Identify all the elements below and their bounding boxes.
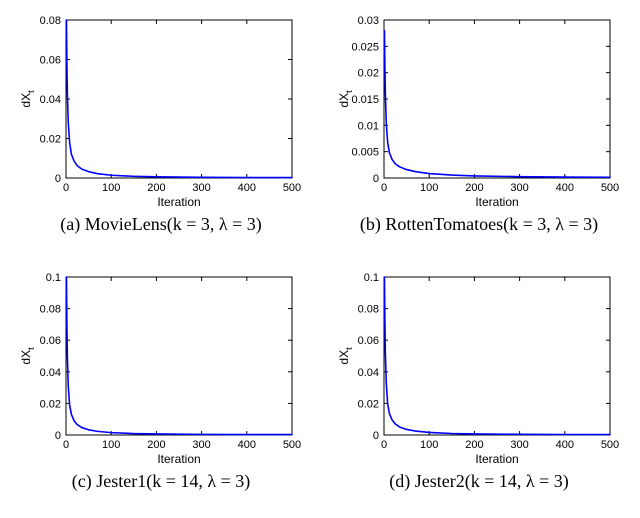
xlabel: Iteration: [475, 452, 518, 465]
svg-text:0.1: 0.1: [364, 272, 379, 284]
svg-text:0.1: 0.1: [46, 272, 61, 284]
svg-text:100: 100: [102, 439, 120, 451]
svg-text:400: 400: [238, 182, 256, 194]
svg-text:0.04: 0.04: [40, 367, 61, 379]
chart-d: 0 100 200 300 400 500 0 0.02 0.04 0.06 0.08 0.1 Iter…: [334, 265, 624, 465]
svg-text:0.06: 0.06: [358, 335, 379, 347]
svg-text:0: 0: [373, 430, 379, 442]
svg-text:0.08: 0.08: [40, 304, 61, 316]
xlabel: Iteration: [475, 195, 518, 208]
svg-text:0.08: 0.08: [40, 15, 61, 27]
panel-d: 0 100 200 300 400 500 0 0.02 0.04 0.06 0.08 0.1 Iter…: [322, 265, 636, 510]
svg-text:0.02: 0.02: [358, 398, 379, 410]
svg-text:0.08: 0.08: [358, 304, 379, 316]
svg-text:400: 400: [238, 439, 256, 451]
svg-text:0.015: 0.015: [351, 94, 379, 106]
svg-text:0: 0: [381, 182, 387, 194]
svg-text:500: 500: [283, 439, 301, 451]
caption-d: (d) Jester2(k = 14, λ = 3): [389, 471, 569, 492]
svg-text:0.02: 0.02: [40, 398, 61, 410]
xlabel: Iteration: [157, 452, 200, 465]
caption-c: (c) Jester1(k = 14, λ = 3): [72, 471, 250, 492]
panel-c: 0 100 200 300 400 500 0 0.02 0.04 0.06 0.08 0.1 Iter…: [4, 265, 318, 510]
svg-text:200: 200: [465, 182, 483, 194]
svg-text:0.03: 0.03: [358, 15, 379, 27]
svg-text:0: 0: [63, 182, 69, 194]
svg-text:200: 200: [465, 439, 483, 451]
svg-text:100: 100: [420, 182, 438, 194]
svg-text:0.04: 0.04: [40, 94, 61, 106]
ylabel: dXt: [19, 90, 36, 108]
svg-text:0.06: 0.06: [40, 335, 61, 347]
svg-text:100: 100: [420, 439, 438, 451]
ylabel: dXt: [337, 347, 354, 365]
figure-grid: 0 100 200 300 400 500 0 0.02 0.04 0.06 0.08 Iterati…: [0, 0, 640, 518]
svg-text:300: 300: [192, 182, 210, 194]
chart-b: 0 100 200 300 400 500 0 0.005 0.01 0.015 0.02 0.025…: [334, 8, 624, 208]
svg-text:0: 0: [55, 173, 61, 185]
svg-text:500: 500: [283, 182, 301, 194]
svg-text:0.025: 0.025: [351, 41, 379, 53]
svg-text:0.005: 0.005: [351, 147, 379, 159]
svg-text:400: 400: [556, 439, 574, 451]
chart-c: 0 100 200 300 400 500 0 0.02 0.04 0.06 0.08 0.1 Iter…: [16, 265, 306, 465]
svg-text:0.06: 0.06: [40, 55, 61, 67]
svg-text:0.02: 0.02: [358, 68, 379, 80]
svg-text:100: 100: [102, 182, 120, 194]
svg-text:0.02: 0.02: [40, 134, 61, 146]
panel-a: 0 100 200 300 400 500 0 0.02 0.04 0.06 0.08 Iterati…: [4, 8, 318, 253]
ylabel: dXt: [19, 347, 36, 365]
panel-b: 0 100 200 300 400 500 0 0.005 0.01 0.015 0.02 0.025…: [322, 8, 636, 253]
chart-a: 0 100 200 300 400 500 0 0.02 0.04 0.06 0.08 Iterati…: [16, 8, 306, 208]
svg-text:0: 0: [63, 439, 69, 451]
svg-text:0.01: 0.01: [358, 120, 379, 132]
svg-text:200: 200: [147, 439, 165, 451]
xlabel: Iteration: [157, 195, 200, 208]
svg-text:200: 200: [147, 182, 165, 194]
svg-text:300: 300: [510, 182, 528, 194]
caption-b: (b) RottenTomatoes(k = 3, λ = 3): [360, 214, 598, 235]
svg-text:300: 300: [192, 439, 210, 451]
svg-text:0: 0: [381, 439, 387, 451]
svg-text:0.04: 0.04: [358, 367, 379, 379]
svg-text:500: 500: [601, 439, 619, 451]
svg-text:400: 400: [556, 182, 574, 194]
svg-text:500: 500: [601, 182, 619, 194]
caption-a: (a) MovieLens(k = 3, λ = 3): [60, 214, 261, 235]
svg-text:0: 0: [373, 173, 379, 185]
svg-text:300: 300: [510, 439, 528, 451]
svg-text:0: 0: [55, 430, 61, 442]
